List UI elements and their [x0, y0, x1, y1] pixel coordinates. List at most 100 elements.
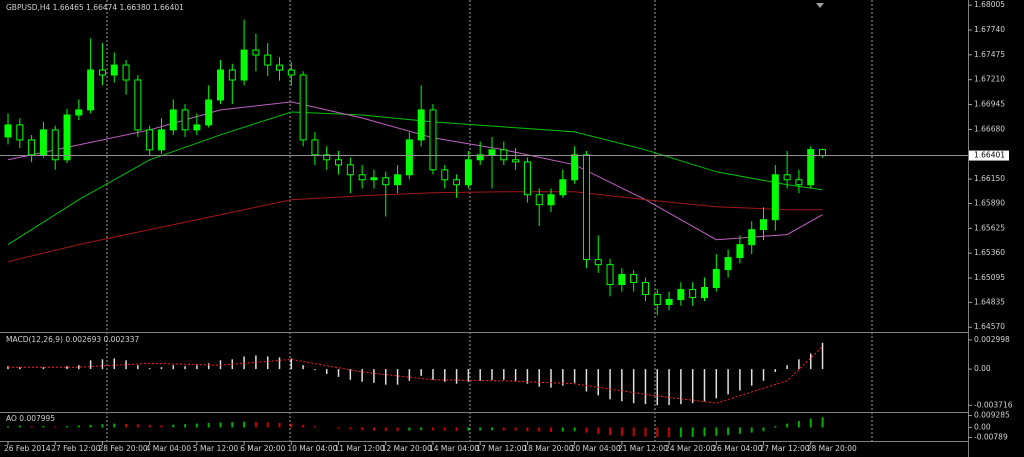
candle-body — [653, 294, 661, 305]
candle-body — [240, 49, 248, 81]
candle-body — [771, 174, 779, 221]
candle-body — [441, 169, 449, 181]
candle-body — [276, 64, 284, 71]
x-tick-label: 12 Mar 20:00 — [382, 444, 432, 453]
candle-body — [594, 259, 602, 266]
candle-body — [157, 129, 165, 151]
candle-body — [582, 154, 590, 261]
candle-body — [547, 194, 555, 206]
candle-body — [335, 159, 343, 166]
y-tick-label: 1.64570 — [974, 322, 1005, 331]
y-tick-label: 1.66680 — [974, 124, 1005, 133]
y-tick-label: 0.002998 — [974, 335, 1010, 344]
candle-body — [98, 69, 106, 76]
candle-body — [429, 109, 437, 171]
candle-body — [169, 109, 177, 131]
candle-body — [287, 69, 295, 76]
candle-body — [641, 282, 649, 296]
candle-body — [630, 274, 638, 284]
candle-body — [523, 161, 531, 196]
candle-body — [795, 179, 803, 186]
candle-body — [677, 289, 685, 300]
moving-average — [7, 191, 823, 263]
candle-body — [110, 64, 118, 76]
candle-body — [783, 174, 791, 181]
y-tick-label: 1.65625 — [974, 223, 1005, 232]
candle-body — [500, 149, 508, 161]
candle-body — [405, 139, 413, 176]
candle-body — [618, 274, 626, 285]
x-tick-label: 11 Mar 12:00 — [335, 444, 385, 453]
candle-body — [712, 269, 720, 288]
x-tick-label: 20 Mar 04:00 — [571, 444, 621, 453]
candle-body — [760, 219, 768, 231]
x-tick-label: 26 Mar 04:00 — [712, 444, 762, 453]
last-price-box — [969, 150, 1009, 161]
x-tick-label: 26 Feb 2014 — [4, 444, 51, 453]
macd-signal — [8, 346, 823, 404]
candle-body — [75, 109, 83, 116]
candle-body — [512, 159, 520, 163]
x-tick-label: 28 Feb 20:00 — [98, 444, 147, 453]
candle-body — [370, 177, 378, 181]
x-tick-label: 14 Mar 04:00 — [429, 444, 479, 453]
x-tick-label: 5 Mar 12:00 — [193, 444, 239, 453]
candle-body — [736, 244, 744, 259]
y-tick-label: 1.66150 — [974, 174, 1005, 183]
candle-body — [464, 159, 472, 186]
macd-header: MACD(12,26,9) 0.002693 0.002337 — [6, 335, 140, 344]
x-tick-label: 4 Mar 04:00 — [146, 444, 192, 453]
candle-body — [665, 298, 673, 305]
candle-body — [39, 129, 47, 156]
candle-body — [122, 64, 130, 81]
x-tick-label: 21 Mar 12:00 — [618, 444, 668, 453]
candle-body — [358, 174, 366, 181]
y-tick-label: 1.65095 — [974, 273, 1005, 282]
chart-header: GBPUSD,H4 1.66465 1.66474 1.66380 1.6640… — [6, 3, 184, 12]
ao-header: AO 0.007995 — [6, 414, 55, 423]
candle-body — [299, 74, 307, 141]
candle-body — [571, 154, 579, 181]
candle-body — [417, 109, 425, 141]
candle-body — [700, 286, 708, 299]
candle-body — [16, 124, 24, 141]
y-tick-label: 1.68005 — [974, 0, 1005, 9]
y-tick-label: 1.64835 — [974, 297, 1005, 306]
candle-body — [264, 54, 272, 66]
candle-body — [63, 114, 71, 161]
y-tick-label: 1.67740 — [974, 25, 1005, 34]
candle-body — [134, 79, 142, 131]
candle-body — [394, 174, 402, 186]
candle-body — [216, 69, 224, 101]
candle-body — [606, 264, 614, 285]
x-tick-label: 27 Feb 12:00 — [51, 444, 100, 453]
candle-body — [311, 139, 319, 156]
candle-body — [488, 149, 496, 156]
candle-body — [748, 229, 756, 246]
candle-body — [193, 124, 201, 131]
candle-body — [87, 69, 95, 111]
y-tick-label: 1.65360 — [974, 248, 1005, 257]
candle-body — [724, 257, 732, 271]
candle-body — [28, 139, 36, 156]
candle-body — [228, 69, 236, 81]
candle-body — [51, 129, 59, 161]
y-tick-label: 0.00 — [974, 422, 991, 431]
candle-body — [476, 154, 484, 161]
candle-body — [346, 164, 354, 176]
y-tick-label: -0.00789 — [974, 433, 1008, 442]
candle-body — [181, 109, 189, 131]
x-tick-label: 28 Mar 20:00 — [807, 444, 857, 453]
last-price-label: 1.66401 — [974, 151, 1005, 160]
candle-body — [323, 154, 331, 161]
x-tick-label: 18 Mar 20:00 — [523, 444, 573, 453]
candle-body — [689, 289, 697, 299]
x-tick-label: 27 Mar 12:00 — [760, 444, 810, 453]
candle-body — [146, 129, 154, 151]
y-tick-label: 0.00 — [974, 364, 991, 373]
candle-body — [4, 124, 12, 138]
candle-body — [453, 179, 461, 186]
x-tick-label: 17 Mar 12:00 — [476, 444, 526, 453]
y-tick-label: 1.65890 — [974, 198, 1005, 207]
y-tick-label: 1.66945 — [974, 100, 1005, 109]
